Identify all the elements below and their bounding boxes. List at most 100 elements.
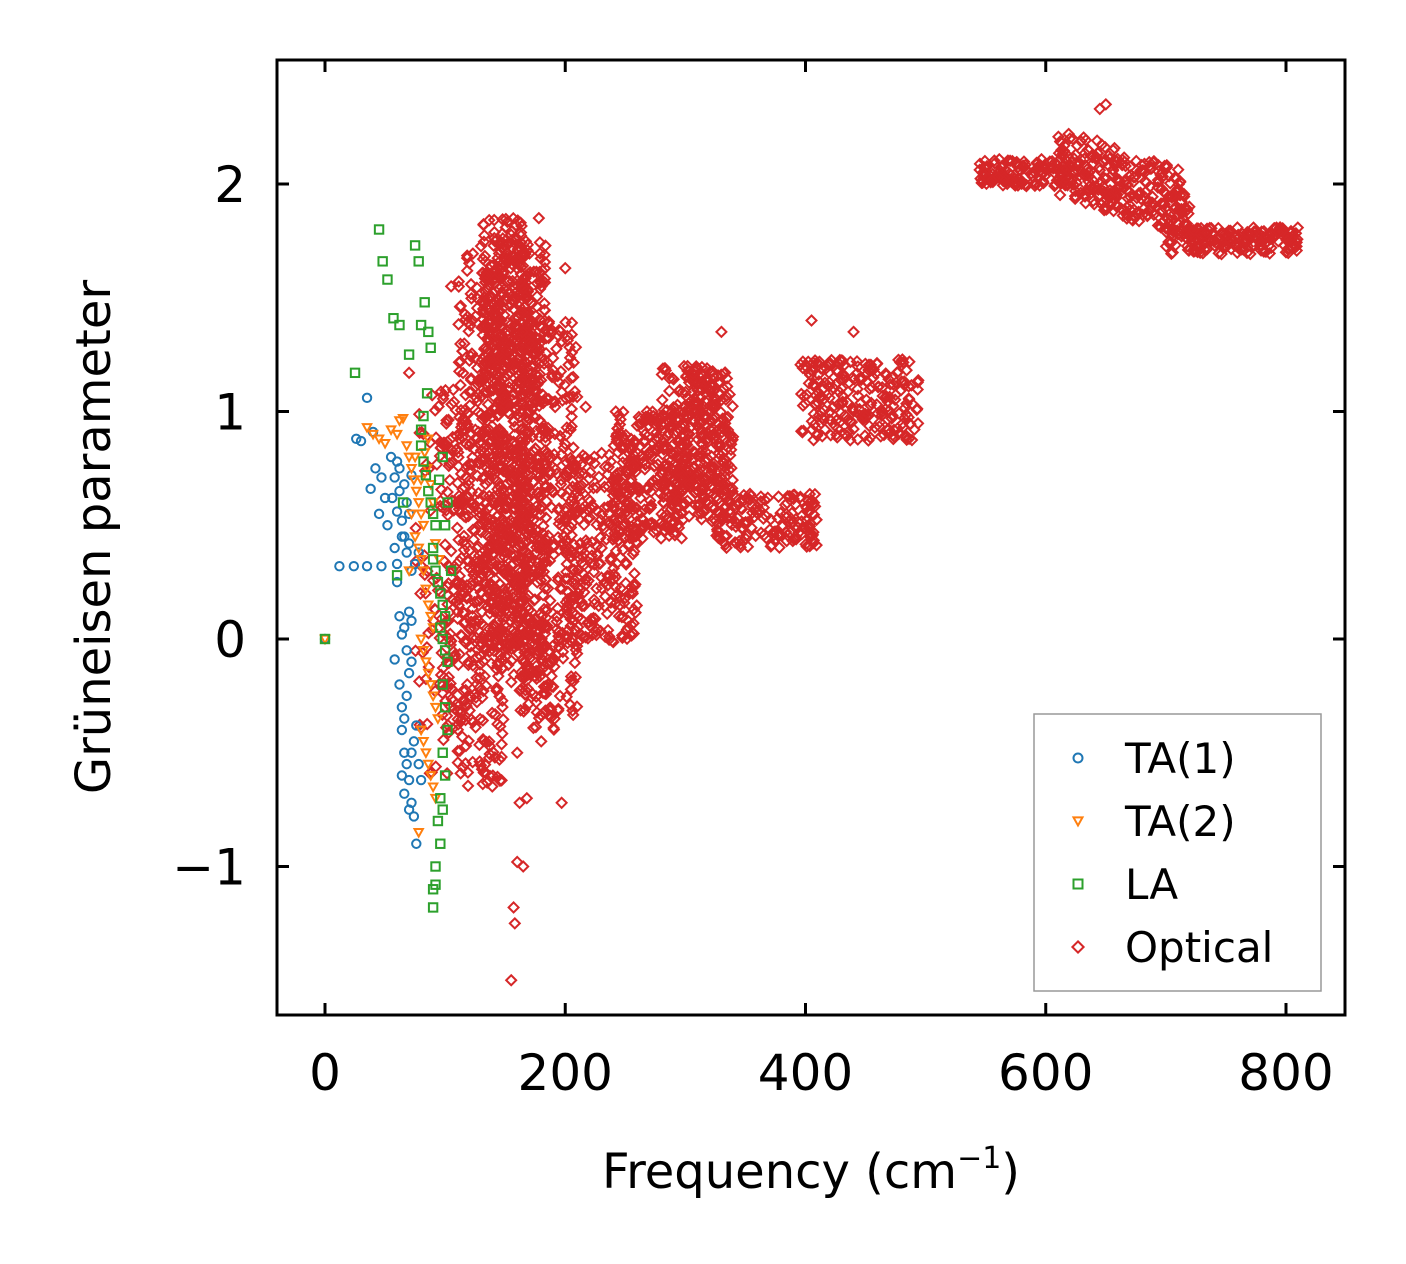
optical-point — [565, 563, 579, 577]
optical-point — [1151, 164, 1165, 178]
optical-point — [608, 503, 621, 516]
legend-marker — [1072, 878, 1084, 890]
optical-point — [806, 528, 820, 542]
optical-point — [596, 519, 610, 532]
optical-point — [452, 275, 466, 288]
optical-point — [478, 249, 492, 263]
optical-point — [453, 744, 467, 758]
optical-point — [529, 695, 543, 709]
optical-point — [587, 565, 601, 579]
data-point — [437, 451, 448, 463]
optical-point — [566, 704, 579, 718]
optical-point — [681, 494, 694, 508]
optical-point — [662, 467, 675, 481]
optical-point — [619, 505, 633, 519]
optical-point — [1101, 197, 1115, 210]
optical-point — [558, 542, 572, 556]
optical-point — [578, 573, 592, 587]
optical-point — [835, 397, 849, 410]
optical-point — [454, 378, 467, 392]
optical-point — [879, 389, 893, 403]
optical-point — [469, 691, 483, 704]
optical-point — [452, 317, 465, 331]
optical-point — [453, 703, 467, 717]
optical-point — [793, 490, 807, 504]
optical-point — [501, 328, 515, 342]
optical-point — [691, 433, 705, 446]
optical-point — [911, 383, 925, 396]
data-point — [334, 561, 345, 572]
optical-point — [1080, 183, 1094, 197]
optical-point — [601, 579, 615, 592]
optical-point — [451, 612, 465, 626]
optical-point — [463, 704, 477, 717]
optical-point — [714, 325, 728, 339]
optical-point — [864, 358, 878, 372]
optical-point — [489, 681, 503, 695]
optical-point — [616, 450, 630, 464]
optical-point — [456, 366, 470, 380]
optical-point — [490, 540, 504, 554]
optical-point — [549, 463, 563, 476]
optical-point — [688, 498, 702, 512]
optical-point — [520, 348, 533, 362]
data-point — [406, 747, 417, 758]
optical-point — [451, 723, 465, 737]
optical-point — [595, 571, 608, 585]
data-point — [396, 515, 408, 526]
optical-point — [598, 480, 611, 494]
optical-point — [1217, 239, 1231, 253]
data-point — [403, 452, 415, 464]
optical-point — [555, 335, 569, 348]
optical-point — [529, 523, 543, 537]
optical-point — [528, 669, 541, 683]
optical-point — [699, 445, 713, 459]
optical-point — [542, 392, 556, 406]
optical-point — [547, 723, 561, 736]
optical-point — [485, 518, 498, 532]
optical-point — [518, 389, 532, 403]
data-point — [389, 472, 400, 483]
optical-point — [852, 372, 866, 386]
optical-point — [1246, 227, 1259, 241]
optical-point — [570, 390, 584, 404]
optical-point — [523, 424, 536, 438]
optical-point — [519, 591, 533, 605]
optical-point — [615, 628, 629, 642]
data-point — [361, 561, 373, 572]
data-point — [370, 463, 381, 474]
optical-point — [458, 307, 472, 321]
optical-point — [508, 428, 521, 442]
optical-point — [553, 429, 567, 443]
optical-point — [681, 364, 694, 378]
optical-point — [634, 506, 648, 520]
optical-point — [778, 498, 792, 512]
optical-point — [529, 354, 543, 368]
optical-point — [508, 387, 522, 401]
optical-point — [1079, 196, 1093, 210]
optical-point — [483, 747, 497, 761]
optical-point — [862, 419, 876, 433]
optical-point — [536, 274, 550, 288]
optical-point — [534, 252, 548, 265]
optical-point — [559, 595, 573, 609]
optical-point — [548, 395, 562, 408]
optical-point — [679, 435, 693, 449]
optical-point — [708, 474, 721, 488]
data-point — [403, 349, 415, 360]
optical-point — [579, 400, 593, 414]
optical-point — [461, 779, 475, 793]
optical-point — [1109, 154, 1123, 168]
optical-point — [583, 465, 597, 479]
optical-point — [1016, 161, 1030, 175]
optical-point — [629, 606, 642, 619]
optical-point — [615, 492, 629, 506]
optical-point — [805, 414, 819, 428]
optical-point — [578, 499, 592, 513]
legend-entry-la: LA — [1072, 860, 1178, 909]
data-point — [417, 737, 430, 748]
optical-point — [483, 739, 497, 753]
optical-point — [409, 644, 422, 658]
optical-point — [560, 690, 574, 704]
optical-point — [511, 214, 525, 227]
